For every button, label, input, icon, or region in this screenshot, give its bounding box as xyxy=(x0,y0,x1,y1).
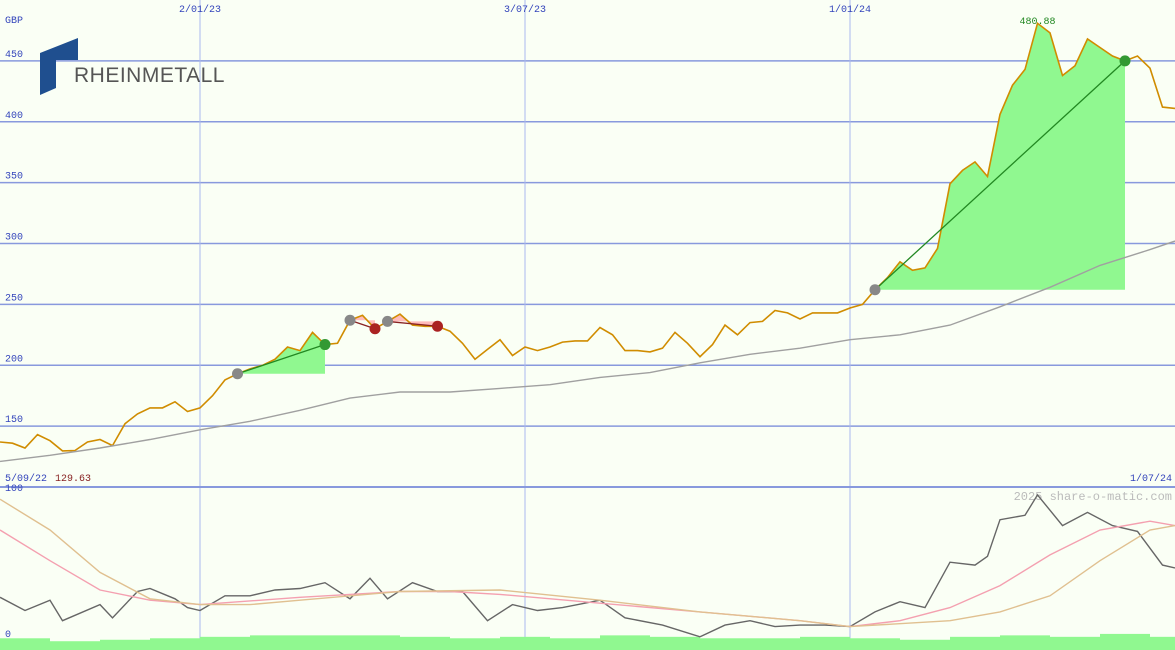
series-line xyxy=(0,520,1175,628)
volume-bar xyxy=(0,638,50,650)
trade-area xyxy=(387,314,438,327)
volume-bar xyxy=(750,638,800,650)
volume-bar xyxy=(800,636,850,650)
volume-bar xyxy=(450,638,500,650)
logo-mark xyxy=(40,38,78,95)
volume-bar xyxy=(650,636,700,650)
volume-bar xyxy=(200,636,250,650)
exit-dot xyxy=(369,323,381,335)
series-line xyxy=(0,240,1175,463)
trade-line xyxy=(874,60,1126,291)
trade-line xyxy=(237,343,326,375)
series-line xyxy=(0,493,1175,638)
y-axis-unit: GBP xyxy=(5,16,23,27)
volume-bar xyxy=(550,638,600,650)
entry-dot xyxy=(382,315,393,327)
volume-bar xyxy=(50,641,100,650)
x-tick-label: 3/07/23 xyxy=(504,4,546,16)
y-tick-label: 100 xyxy=(5,484,23,495)
y-tick-label: 400 xyxy=(5,111,23,122)
series-line xyxy=(0,498,1175,628)
y-tick-label: 150 xyxy=(5,415,23,426)
trade-line xyxy=(387,320,438,327)
y-tick-label: 300 xyxy=(5,233,23,244)
exit-dot xyxy=(1119,55,1131,67)
y-tick-label: 250 xyxy=(5,293,23,304)
volume-bar xyxy=(700,638,750,650)
volume-bar xyxy=(950,636,1000,650)
volume-bar xyxy=(1150,636,1175,650)
logo-text: RHEINMETALL xyxy=(74,64,225,87)
volume-bar xyxy=(850,638,900,650)
volume-bar xyxy=(600,635,650,650)
volume-bar xyxy=(1050,636,1100,650)
exit-dot xyxy=(432,320,443,332)
y-tick-label: 0 xyxy=(5,630,11,641)
volume-bar xyxy=(900,639,950,650)
volume-bar xyxy=(1100,633,1150,650)
volume-bar xyxy=(150,638,200,650)
x-range-label: 5/09/22 xyxy=(5,473,47,485)
trade-area xyxy=(350,315,375,329)
x-range-label: 1/07/24 xyxy=(1130,473,1172,485)
entry-dot xyxy=(869,284,881,296)
y-tick-label: 200 xyxy=(5,354,23,365)
volume-bar xyxy=(500,636,550,650)
x-tick-label: 2/01/23 xyxy=(179,4,221,16)
trade-area xyxy=(875,23,1125,290)
min-label: 129.63 xyxy=(55,474,91,485)
entry-dot xyxy=(344,314,356,326)
y-tick-label: 350 xyxy=(5,172,23,183)
volume-bar xyxy=(400,636,450,650)
max-label: 480.88 xyxy=(1019,17,1055,28)
volume-bar xyxy=(350,635,400,650)
volume-bar xyxy=(300,635,350,650)
entry-dot xyxy=(232,368,243,380)
exit-dot xyxy=(319,339,331,351)
watermark: 2025 share-o-matic.com xyxy=(1014,490,1172,504)
y-tick-label: 450 xyxy=(5,50,23,61)
volume-bar xyxy=(1000,635,1050,650)
volume-bar xyxy=(100,639,150,650)
volume-bar xyxy=(250,635,300,650)
series-line xyxy=(0,21,1175,452)
x-tick-label: 1/01/24 xyxy=(829,4,871,16)
